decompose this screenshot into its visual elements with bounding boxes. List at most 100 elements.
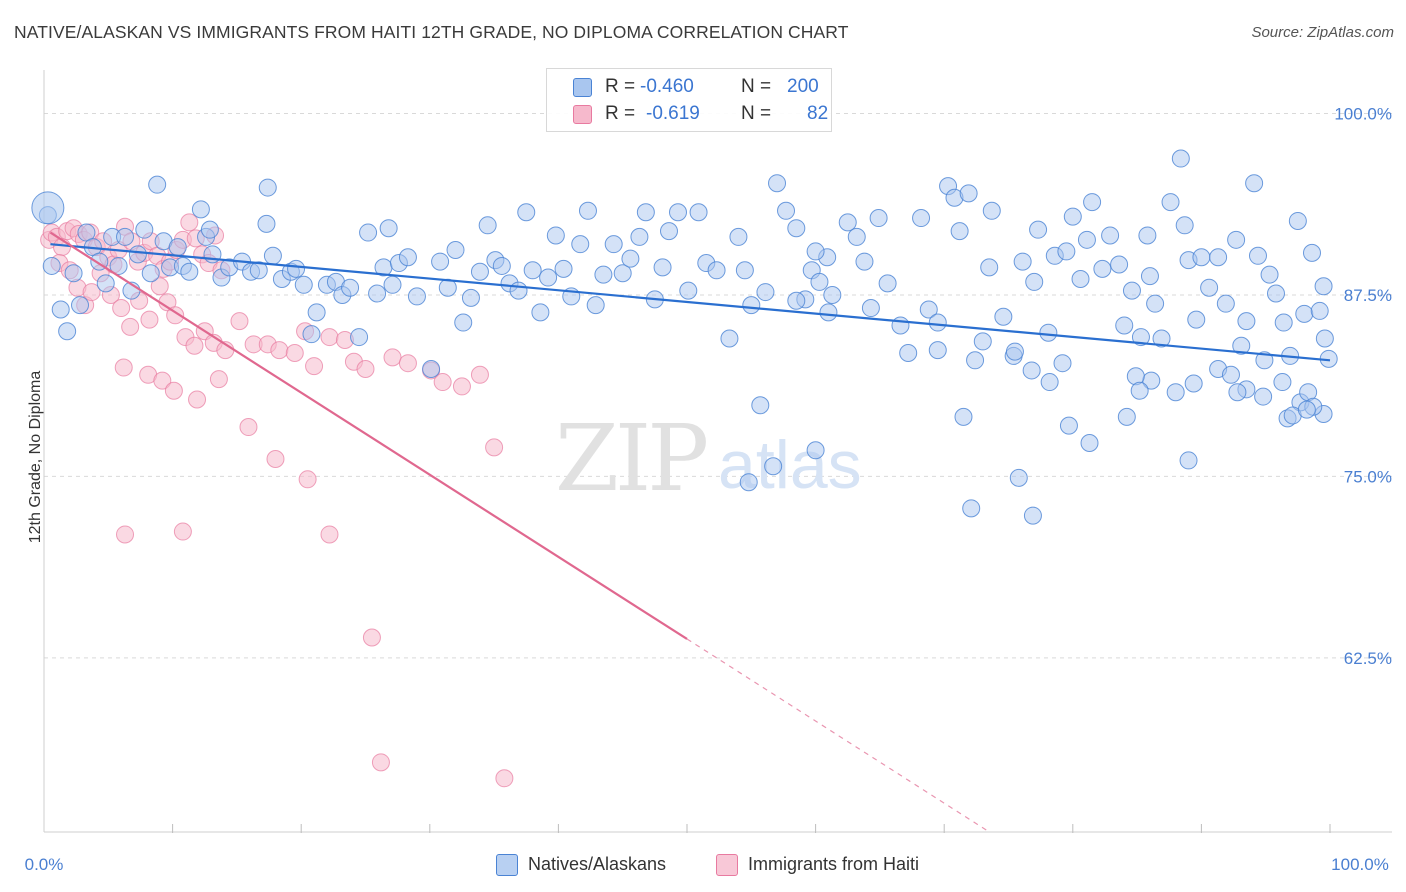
data-point-natives [1192,248,1211,267]
data-point-haiti [150,277,169,296]
data-point-natives [1248,246,1267,265]
data-point-natives [1101,226,1120,245]
data-point-natives [966,351,985,370]
data-point-natives [263,246,282,265]
data-point-natives [586,296,605,315]
data-point-natives [630,227,649,246]
data-point-haiti [383,348,402,367]
data-point-natives [1013,252,1032,271]
data-point-natives [1237,312,1256,331]
data-point-natives [42,256,61,275]
data-point-natives [1297,400,1316,419]
data-point-natives [478,216,497,235]
data-point-natives [1063,207,1082,226]
data-point-natives [307,303,326,322]
data-point-natives [768,174,787,193]
data-point-natives [787,291,806,310]
data-point-natives [928,341,947,360]
data-point-haiti [116,525,135,544]
data-point-natives [1232,336,1251,355]
legend-n-label: N = [741,103,772,124]
data-point-natives [1314,277,1333,296]
legend-r-value: -0.619 [646,103,700,124]
data-point-natives [1184,374,1203,393]
data-point-natives [739,473,758,492]
data-point-natives [891,316,910,335]
data-point-natives [539,268,558,287]
data-point-natives [751,396,770,415]
data-point-natives [1040,373,1059,392]
data-point-natives [554,259,573,278]
data-point-natives [422,359,441,378]
data-point-haiti [185,336,204,355]
data-point-natives [959,184,978,203]
data-point-natives [1288,211,1307,230]
data-point-natives [546,226,565,245]
watermark-zip: ZIP [555,405,706,512]
legend-r-value: -0.460 [640,76,694,97]
x-tick-label: 0.0% [25,855,64,874]
data-point-haiti [230,312,249,331]
data-point-natives [341,278,360,297]
data-point-natives [777,201,796,220]
data-point-natives [359,223,378,242]
data-point-haiti [166,306,185,325]
y-tick-label: 62.5% [1344,649,1392,668]
data-point-natives [1077,230,1096,249]
data-point-haiti [433,373,452,392]
tick-labels: 100.0% 87.5% 75.0% 62.5% 0.0% 100.0% [25,105,1392,874]
data-point-haiti [188,390,207,409]
data-point-haiti [173,522,192,541]
data-point-haiti [305,357,324,376]
data-point-natives [1023,506,1042,525]
trend-line-haiti [49,231,688,640]
data-point-natives [1083,193,1102,212]
data-point-natives [1245,174,1264,193]
data-point-natives [1221,365,1240,384]
data-point-natives [51,300,70,319]
data-point-haiti [209,370,228,389]
data-point-natives [571,235,590,254]
data-point-natives [407,287,426,306]
data-point-natives [636,203,655,222]
data-point-natives [148,175,167,194]
data-point-natives [982,201,1001,220]
data-point-natives [191,200,210,219]
data-point-natives [1266,284,1285,303]
data-point-natives [973,332,992,351]
data-point-natives [1110,255,1129,274]
data-point-natives [720,329,739,348]
data-point-natives [613,264,632,283]
data-point-natives [847,227,866,246]
data-point-natives [594,265,613,284]
data-point-natives [1080,434,1099,453]
data-point-haiti [114,358,133,377]
y-tick-label: 100.0% [1334,105,1392,124]
data-point-natives [1295,304,1314,323]
data-point-haiti [470,365,489,384]
data-point-natives [764,457,783,476]
data-point-natives [899,344,918,363]
data-point-natives [64,264,83,283]
data-point-natives [398,248,417,267]
data-point-natives [653,258,672,277]
data-point-natives [962,499,981,518]
data-point-natives [1009,468,1028,487]
data-point-haiti [320,328,339,347]
legend-swatch-blue [573,78,592,97]
data-point-natives [180,262,199,281]
data-point-natives [287,259,306,278]
data-point-natives [869,209,888,228]
data-point-haiti [153,371,172,390]
data-point-natives [1029,220,1048,239]
data-point-natives [1057,242,1076,261]
data-point-natives [806,242,825,261]
data-point-natives [431,252,450,271]
data-point-natives [1131,328,1150,347]
data-point-natives [1025,272,1044,291]
data-point-haiti [452,377,471,396]
data-point-natives [1175,216,1194,235]
data-point-natives [1302,243,1321,262]
y-tick-label: 75.0% [1344,467,1392,486]
data-point-natives [509,281,528,300]
